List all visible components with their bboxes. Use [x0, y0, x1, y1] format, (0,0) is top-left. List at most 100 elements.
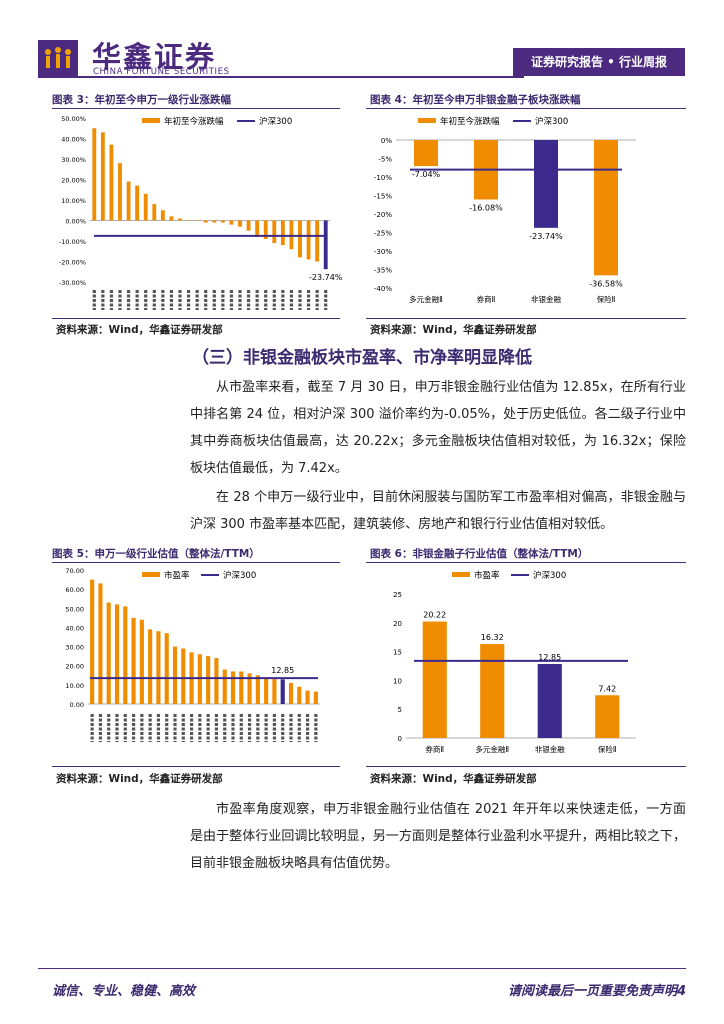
y-tick-label: 10.00: [65, 682, 84, 690]
bar: [297, 686, 302, 704]
bar: [160, 210, 165, 221]
y-tick-label: 10: [393, 677, 402, 685]
x-category-label: 非银金融: [535, 744, 565, 754]
bar: [255, 220, 260, 237]
bar: [203, 220, 208, 223]
bar: [114, 604, 120, 704]
y-tick-label: 40.00%: [61, 136, 86, 144]
bar: [92, 128, 97, 221]
legend-label: 市盈率: [474, 570, 500, 581]
legend-bar-swatch: [142, 118, 160, 123]
y-tick-label: 50.00: [65, 605, 84, 613]
figure-3-source: 资料来源：Wind，华鑫证券研发部: [56, 324, 223, 336]
bar: [212, 220, 217, 223]
figure-3-bottom-rule: [52, 318, 340, 319]
bar: [169, 216, 174, 221]
legend-label: 市盈率: [164, 570, 190, 581]
x-category-label: 多元金融Ⅱ: [475, 744, 509, 754]
y-tick-label: 60.00: [65, 586, 84, 594]
figure-4-title: 图表 4：年初至今申万非银金融子板块涨跌幅: [370, 94, 581, 106]
bar: [143, 193, 148, 221]
bar: [181, 648, 186, 704]
bar: [594, 140, 618, 276]
y-tick-label: 5: [398, 706, 402, 714]
y-tick-label: 40.00: [65, 624, 84, 632]
bar: [263, 220, 268, 239]
bar: [280, 679, 285, 704]
y-tick-label: 20: [393, 620, 402, 628]
y-tick-label: -30.00%: [59, 279, 86, 287]
y-tick-label: -20%: [374, 211, 392, 219]
bar: [323, 220, 328, 270]
y-tick-label: 0.00: [70, 701, 84, 709]
y-tick-label: 15: [393, 649, 402, 657]
legend-label: 年初至今涨跌幅: [440, 116, 500, 127]
data-label: -23.74%: [529, 232, 563, 241]
company-name-cn: 华鑫证券: [92, 40, 217, 74]
bar: [595, 695, 620, 738]
bar: [214, 658, 219, 704]
y-tick-label: -15%: [374, 193, 392, 201]
footer-disclaimer: 请阅读最后一页重要免责声明4: [507, 984, 686, 999]
y-tick-label: 0: [398, 735, 402, 743]
y-tick-label: 30.00%: [61, 156, 86, 164]
data-label: 16.32: [481, 633, 504, 642]
y-tick-label: -10%: [374, 174, 392, 182]
bar: [156, 631, 161, 704]
y-tick-label: -5%: [378, 156, 392, 164]
highlight-data-label: -23.74%: [309, 273, 342, 282]
bar: [152, 204, 157, 221]
paragraph-3: 市盈率角度观察，申万非银金融行业估值在 2021 年开年以来快速走低，一方面是由…: [190, 802, 686, 871]
x-category-label: 多元金融Ⅱ: [409, 294, 443, 304]
y-tick-label: 70.00: [65, 567, 84, 575]
bar: [414, 140, 438, 167]
figure-4-chart: 年初至今涨跌幅 沪深300 0% -5% -10% -15% -20% -25% -30% -35…: [374, 116, 636, 304]
footer-slogan: 诚信、专业、稳健、高效: [52, 984, 196, 999]
bar: [148, 629, 153, 704]
figure-5-top-rule: [52, 562, 340, 563]
legend-label: 沪深300: [259, 116, 292, 127]
x-category-label: 券商Ⅱ: [425, 744, 444, 754]
y-tick-label: -40%: [374, 285, 392, 293]
x-category-label: 券商Ⅱ: [477, 294, 496, 304]
figure-5-title: 图表 5：申万一级行业估值（整体法/TTM）: [52, 548, 260, 560]
figure-6-source: 资料来源：Wind，华鑫证券研发部: [370, 773, 537, 785]
data-label: -16.08%: [469, 203, 503, 212]
legend-label: 沪深300: [535, 116, 568, 127]
bar: [135, 185, 140, 221]
bar: [288, 682, 294, 704]
footer-divider: [38, 968, 686, 969]
figure-5-source: 资料来源：Wind，华鑫证券研发部: [56, 773, 223, 785]
header-divider: [38, 76, 524, 78]
legend-bar-swatch: [142, 572, 160, 577]
legend-label: 沪深300: [223, 570, 256, 581]
x-category-label: 保险Ⅱ: [597, 294, 616, 304]
bar: [222, 669, 227, 704]
bar: [98, 583, 103, 704]
bar: [238, 220, 242, 227]
bar: [178, 218, 182, 221]
figure-6-chart: 市盈率 沪深300 25 20 15 10 5 0 20.22 券商Ⅱ 16.32 多元金融Ⅱ 12.8…: [393, 570, 636, 754]
bar: [109, 144, 114, 221]
company-name-en: CHINA FORTUNE SECURITIES: [93, 67, 230, 77]
figure-4-bottom-rule: [366, 318, 686, 319]
bar: [229, 220, 234, 225]
y-tick-label: 0.00%: [65, 218, 86, 226]
bar: [246, 220, 251, 231]
bar: [537, 663, 562, 738]
bar: [264, 677, 269, 704]
bar: [186, 220, 191, 221]
bar: [305, 690, 310, 704]
bar: [298, 220, 302, 258]
y-tick-label: -35%: [374, 267, 392, 275]
y-tick-label: 20.00: [65, 663, 84, 671]
bar: [195, 220, 200, 221]
bar: [206, 656, 211, 704]
figure-6-top-rule: [366, 562, 686, 563]
legend-bar-swatch: [452, 572, 470, 577]
bar: [239, 671, 244, 704]
legend-bar-swatch: [418, 118, 436, 123]
figure-3-title: 图表 3：年初至今申万一级行业涨跌幅: [52, 94, 231, 106]
bar: [272, 679, 277, 704]
y-tick-label: -10.00%: [59, 238, 86, 246]
